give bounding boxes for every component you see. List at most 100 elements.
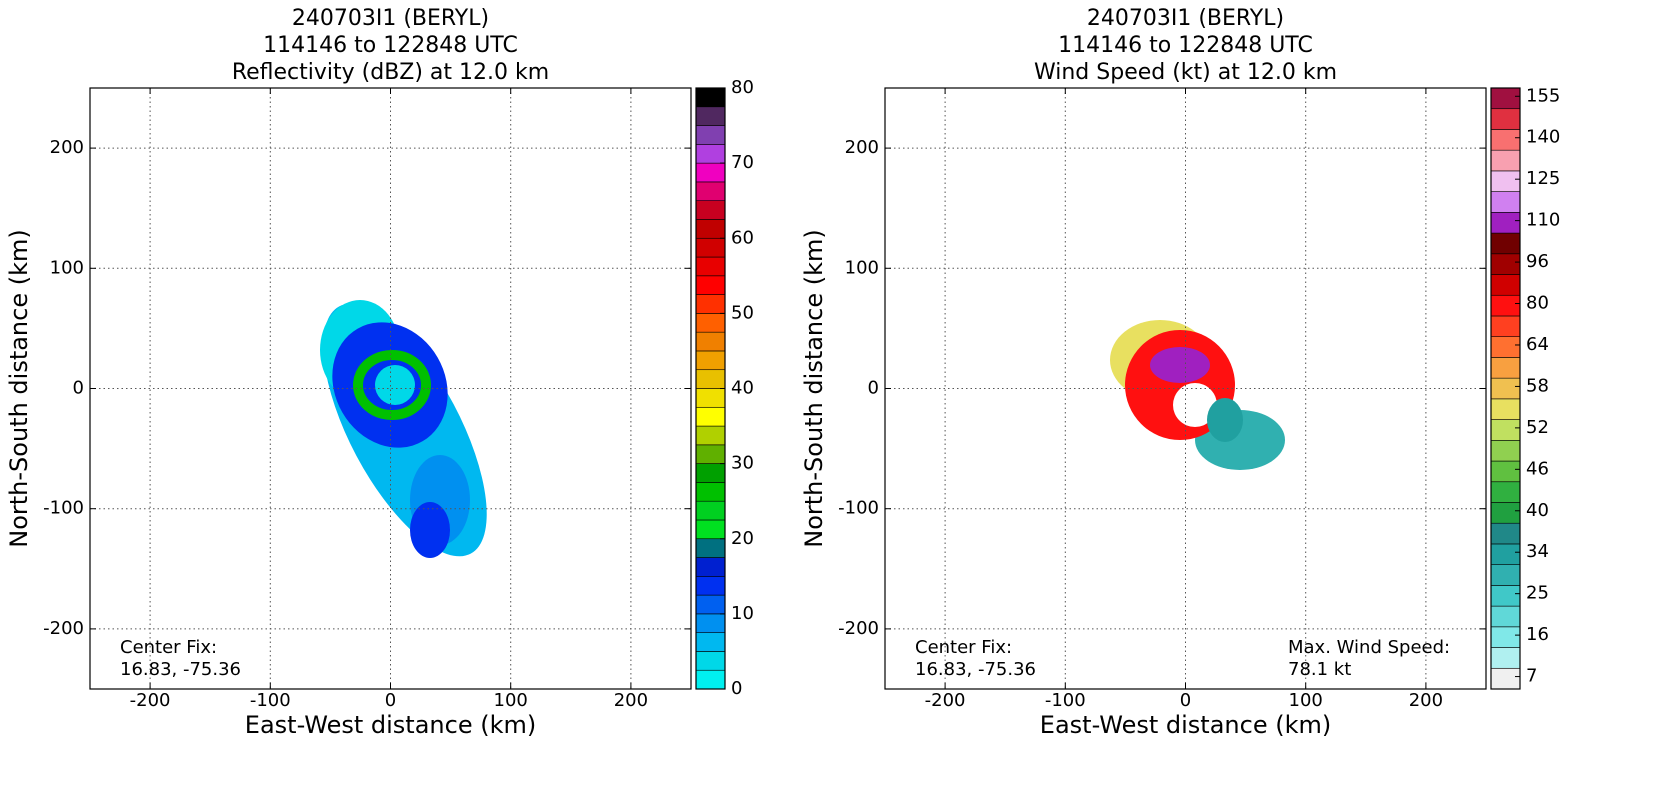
colorbar-segment [1490, 377, 1521, 400]
colorbar-segment [695, 425, 726, 446]
x-tick-label: 100 [1289, 690, 1323, 711]
colorbar-tick-label: 25 [1526, 583, 1549, 604]
colorbar-segment [695, 388, 726, 408]
colorbar-tick-label: 34 [1526, 541, 1549, 562]
colorbar-segment [1490, 626, 1521, 648]
colorbar-segment [1490, 460, 1521, 483]
colorbar-segment [695, 294, 726, 314]
wind [1207, 398, 1243, 442]
x-tick-label: 200 [614, 690, 648, 711]
colorbar-tick-label: 10 [731, 603, 754, 624]
colorbar-segment [1490, 129, 1521, 151]
colorbar-segment [695, 500, 726, 521]
colorbar-segment [695, 219, 726, 239]
colorbar-tick-label: 64 [1526, 334, 1549, 355]
wind [1150, 347, 1210, 383]
y-tick-label: 100 [845, 257, 879, 278]
colorbar-segment [695, 256, 726, 277]
colorbar-tick-label: 70 [731, 152, 754, 173]
colorbar-segment [1490, 232, 1521, 255]
annotation: 16.83, -75.36 [915, 659, 1036, 680]
colorbar-segment [1490, 647, 1521, 669]
colorbar-tick-label: 50 [731, 302, 754, 323]
y-tick-label: -200 [43, 618, 84, 639]
colorbar-tick-label: 0 [731, 678, 742, 699]
eye [375, 365, 415, 405]
colorbar-tick-label: 20 [731, 528, 754, 549]
colorbar-segment [1490, 336, 1521, 358]
plot-frame [89, 87, 692, 690]
x-tick-label: -100 [1045, 690, 1086, 711]
colorbar-segment [695, 162, 726, 183]
colorbar-segment [1490, 253, 1521, 275]
x-tick-label: 0 [385, 690, 396, 711]
colorbar-tick-label: 52 [1526, 417, 1549, 438]
colorbar-segment [1490, 149, 1521, 172]
colorbar-tick-label: 30 [731, 453, 754, 474]
plot-frame [884, 87, 1487, 690]
colorbar-segment [695, 87, 726, 108]
chart-title: Reflectivity (dBZ) at 12.0 km [232, 60, 549, 85]
y-tick-label: 100 [50, 257, 84, 278]
chart-title: Wind Speed (kt) at 12.0 km [1034, 60, 1337, 85]
colorbar-tick-label: 60 [731, 227, 754, 248]
colorbar-tick-label: 80 [731, 77, 754, 98]
colorbar-segment [1490, 543, 1521, 565]
chart-title: 114146 to 122848 UTC [263, 33, 518, 58]
colorbar-segment [1490, 564, 1521, 586]
colorbar-segment [695, 463, 726, 483]
colorbar-segment [695, 350, 726, 371]
echo [410, 502, 450, 558]
y-tick-label: 0 [868, 378, 879, 399]
y-axis-label: North-South distance (km) [800, 229, 828, 548]
colorbar-tick-label: 110 [1526, 210, 1560, 231]
annotation: 78.1 kt [1288, 659, 1351, 680]
colorbar-segment [695, 181, 726, 201]
colorbar-tick-label: 16 [1526, 624, 1549, 645]
colorbar-segment [1490, 398, 1521, 420]
y-tick-label: -200 [838, 618, 879, 639]
x-tick-label: -200 [130, 690, 171, 711]
colorbar-segment [695, 237, 726, 258]
colorbar-tick-label: 140 [1526, 127, 1560, 148]
colorbar-segment [695, 651, 726, 671]
colorbar-segment [695, 519, 726, 540]
colorbar-segment [1490, 294, 1521, 317]
x-tick-label: 0 [1180, 690, 1191, 711]
colorbar-segment [1490, 502, 1521, 524]
colorbar-segment [1490, 440, 1521, 462]
colorbar-segment [1490, 357, 1521, 379]
annotation: Max. Wind Speed: [1288, 637, 1450, 658]
colorbar-segment [1490, 274, 1521, 296]
colorbar-tick-label: 58 [1526, 375, 1549, 396]
y-tick-label: -100 [43, 498, 84, 519]
x-tick-label: -100 [250, 690, 291, 711]
colorbar-segment [695, 576, 726, 596]
eye [1173, 383, 1217, 427]
colorbar-tick-label: 80 [1526, 293, 1549, 314]
colorbar-segment [1490, 191, 1521, 213]
chart-title: 240703I1 (BERYL) [1087, 6, 1284, 31]
colorbar-segment [695, 369, 726, 389]
chart-title: 114146 to 122848 UTC [1058, 33, 1313, 58]
colorbar-segment [695, 482, 726, 502]
colorbar-segment [1490, 585, 1521, 607]
colorbar-segment [1490, 605, 1521, 628]
colorbar-tick-label: 96 [1526, 251, 1549, 272]
colorbar-segment [1490, 315, 1521, 337]
y-tick-label: 0 [73, 378, 84, 399]
x-axis-label: East-West distance (km) [1040, 711, 1331, 739]
colorbar-segment [1490, 419, 1521, 441]
colorbar-tick-label: 40 [1526, 500, 1549, 521]
y-tick-label: 200 [50, 137, 84, 158]
x-tick-label: -200 [925, 690, 966, 711]
colorbar-segment [1490, 522, 1521, 545]
y-axis-label: North-South distance (km) [5, 229, 33, 548]
chart-title: 240703I1 (BERYL) [292, 6, 489, 31]
colorbar-segment [1490, 170, 1521, 192]
colorbar-segment [695, 613, 726, 633]
reflectivity-field [320, 300, 487, 558]
colorbar-segment [695, 406, 726, 427]
annotation: 16.83, -75.36 [120, 659, 241, 680]
y-tick-label: 200 [845, 137, 879, 158]
